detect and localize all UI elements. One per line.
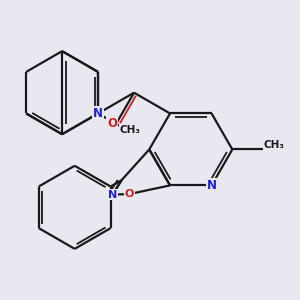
Text: N: N [93,107,103,120]
Text: N: N [108,190,117,200]
Text: CH₃: CH₃ [263,140,284,151]
Text: O: O [107,117,117,130]
Text: O: O [125,189,134,199]
Text: CH₃: CH₃ [120,125,141,135]
Text: N: N [207,179,217,192]
